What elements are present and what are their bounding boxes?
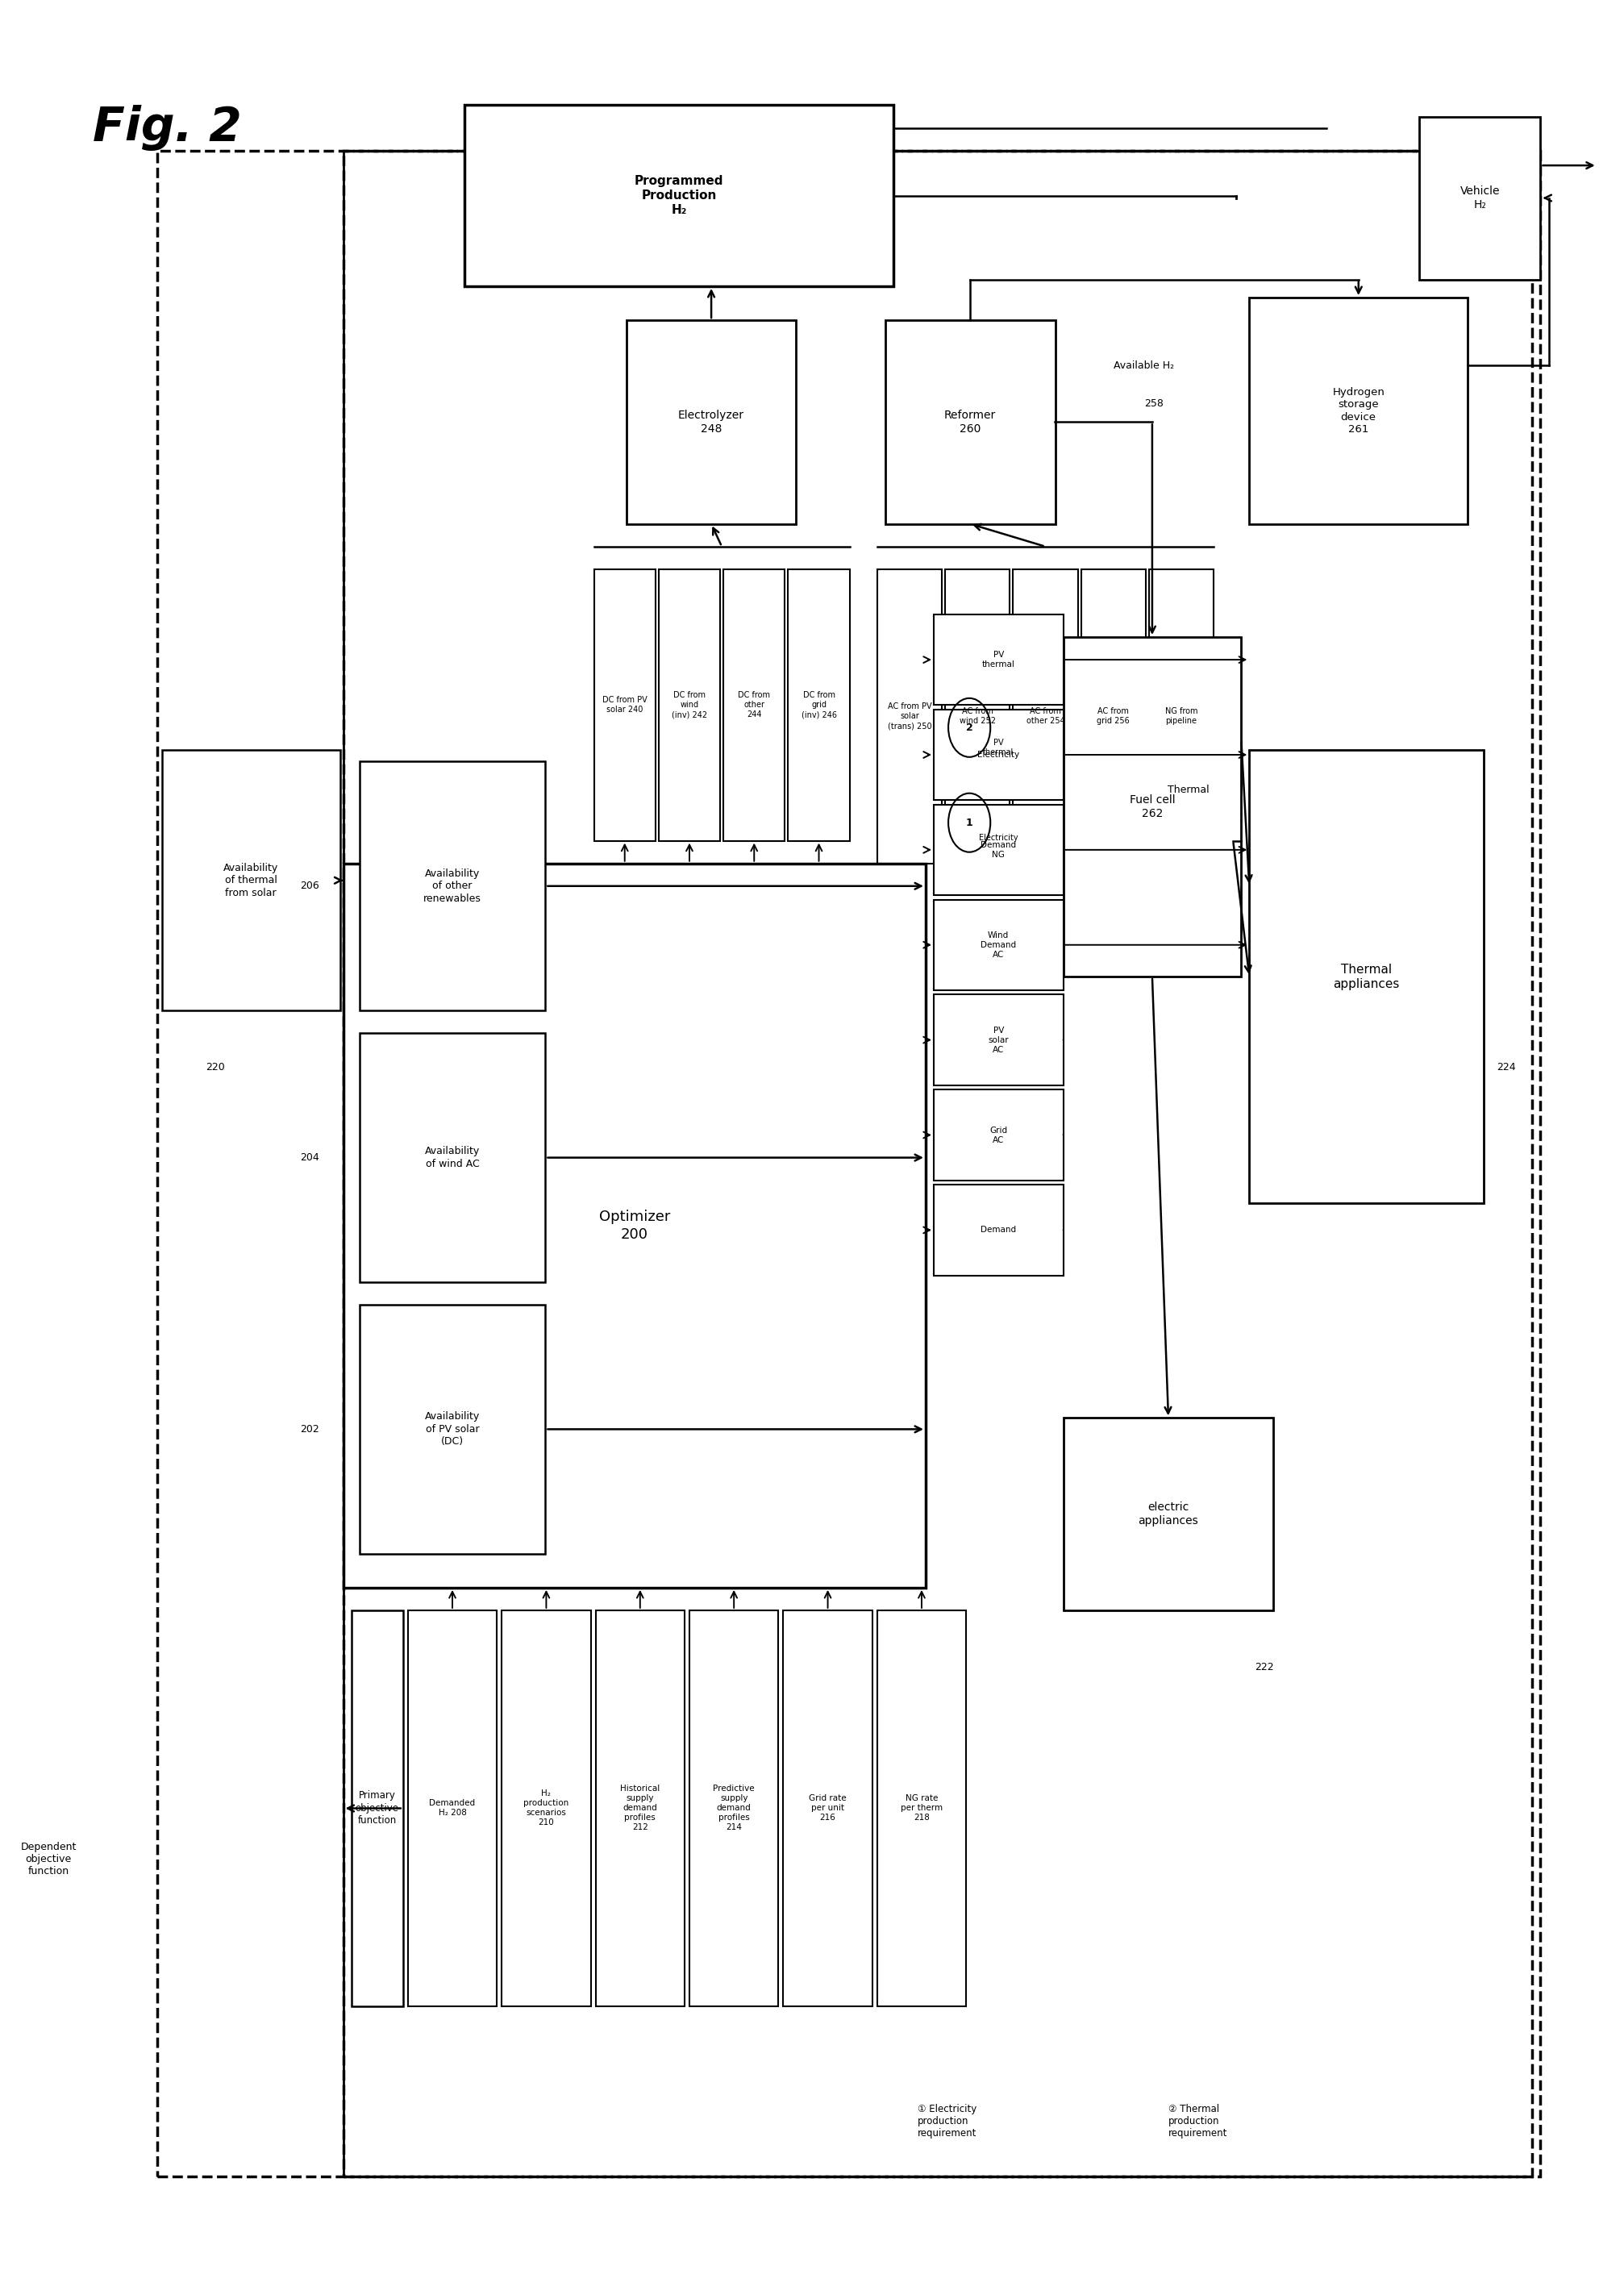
- Text: Dependent
objective
function: Dependent objective function: [21, 1841, 76, 1877]
- Text: Availability
of other
renewables: Availability of other renewables: [424, 869, 481, 903]
- Text: Demand: Demand: [981, 1226, 1015, 1235]
- Text: Wind
Demand
AC: Wind Demand AC: [981, 931, 1015, 958]
- Bar: [934, 711, 1062, 799]
- Text: AC from PV
solar
(trans) 250: AC from PV solar (trans) 250: [887, 704, 931, 731]
- Text: Vehicle
H₂: Vehicle H₂: [1460, 186, 1499, 211]
- Text: 206: 206: [299, 881, 318, 892]
- Text: Available H₂: Available H₂: [1114, 361, 1174, 370]
- Bar: [945, 570, 1009, 863]
- Bar: [594, 570, 654, 840]
- Bar: [1062, 1419, 1273, 1609]
- Text: Primary
objective
function: Primary objective function: [356, 1791, 400, 1825]
- Bar: [1062, 638, 1241, 976]
- Text: Availability
of thermal
from solar: Availability of thermal from solar: [222, 863, 278, 899]
- Text: AC from
other 254: AC from other 254: [1026, 708, 1064, 724]
- Text: Reformer
260: Reformer 260: [944, 409, 996, 434]
- Text: Thermal: Thermal: [1166, 785, 1208, 794]
- Text: NG from
pipeline: NG from pipeline: [1164, 708, 1197, 724]
- Bar: [689, 1609, 778, 2007]
- Bar: [343, 150, 1531, 2177]
- Text: 202: 202: [299, 1423, 318, 1435]
- Text: electric
appliances: electric appliances: [1138, 1503, 1199, 1525]
- Text: Demand
NG: Demand NG: [981, 840, 1015, 858]
- Bar: [877, 570, 942, 863]
- Text: 222: 222: [1254, 1662, 1273, 1673]
- Bar: [359, 760, 546, 1010]
- Bar: [934, 615, 1062, 706]
- Text: 220: 220: [206, 1062, 224, 1071]
- Text: 1: 1: [965, 817, 973, 829]
- Text: NG rate
per therm
218: NG rate per therm 218: [900, 1796, 942, 1823]
- Bar: [596, 1609, 684, 2007]
- Text: DC from
grid
(inv) 246: DC from grid (inv) 246: [801, 692, 836, 720]
- Text: DC from
other
244: DC from other 244: [737, 692, 770, 720]
- Text: Predictive
supply
demand
profiles
214: Predictive supply demand profiles 214: [713, 1784, 755, 1832]
- Bar: [343, 863, 926, 1587]
- Bar: [934, 1090, 1062, 1180]
- Bar: [934, 804, 1062, 894]
- Bar: [934, 1185, 1062, 1276]
- Text: Fig. 2: Fig. 2: [93, 104, 242, 152]
- Text: PV
thermal: PV thermal: [983, 740, 1013, 756]
- Bar: [788, 570, 849, 840]
- Bar: [934, 899, 1062, 990]
- Text: AC from
grid 256: AC from grid 256: [1096, 708, 1129, 724]
- Text: Demanded
H₂ 208: Demanded H₂ 208: [429, 1800, 476, 1818]
- Bar: [885, 320, 1054, 524]
- Bar: [723, 570, 784, 840]
- Bar: [158, 150, 1540, 2177]
- Bar: [1080, 570, 1145, 863]
- Text: Historical
supply
demand
profiles
212: Historical supply demand profiles 212: [620, 1784, 659, 1832]
- Text: Grid rate
per unit
216: Grid rate per unit 216: [809, 1796, 846, 1823]
- Text: DC from
wind
(inv) 242: DC from wind (inv) 242: [671, 692, 706, 720]
- Bar: [934, 994, 1062, 1085]
- Text: DC from PV
solar 240: DC from PV solar 240: [603, 697, 646, 713]
- Text: 204: 204: [299, 1153, 318, 1162]
- Bar: [1418, 116, 1540, 279]
- Bar: [464, 104, 893, 286]
- Bar: [1249, 751, 1483, 1203]
- Text: Electricity: Electricity: [978, 833, 1018, 842]
- Bar: [502, 1609, 591, 2007]
- Text: ① Electricity
production
requirement: ① Electricity production requirement: [918, 2104, 976, 2138]
- Text: 258: 258: [1143, 400, 1163, 409]
- Bar: [783, 1609, 872, 2007]
- Bar: [408, 1609, 497, 2007]
- Text: Hydrogen
storage
device
261: Hydrogen storage device 261: [1332, 386, 1384, 436]
- Bar: [877, 1609, 966, 2007]
- Text: PV
thermal: PV thermal: [981, 651, 1015, 670]
- Text: Optimizer
200: Optimizer 200: [599, 1210, 669, 1242]
- Bar: [1249, 297, 1466, 524]
- Text: AC from
wind 252: AC from wind 252: [958, 708, 996, 724]
- Bar: [162, 751, 339, 1010]
- Text: Availability
of PV solar
(DC): Availability of PV solar (DC): [424, 1412, 479, 1446]
- Text: Electricity: Electricity: [978, 751, 1018, 758]
- Bar: [658, 570, 719, 840]
- Bar: [1148, 570, 1213, 863]
- Text: Grid
AC: Grid AC: [989, 1126, 1007, 1144]
- Text: Programmed
Production
H₂: Programmed Production H₂: [633, 175, 723, 216]
- Text: PV
solar
AC: PV solar AC: [987, 1026, 1009, 1053]
- Text: 2: 2: [965, 722, 973, 733]
- Text: Thermal
appliances: Thermal appliances: [1333, 962, 1400, 990]
- Bar: [359, 1305, 546, 1553]
- Text: Availability
of wind AC: Availability of wind AC: [424, 1146, 479, 1169]
- Text: 224: 224: [1496, 1062, 1515, 1071]
- Text: H₂
production
scenarios
210: H₂ production scenarios 210: [523, 1789, 568, 1827]
- Text: ② Thermal
production
requirement: ② Thermal production requirement: [1168, 2104, 1228, 2138]
- Bar: [351, 1609, 403, 2007]
- Bar: [1012, 570, 1077, 863]
- Bar: [625, 320, 796, 524]
- Text: Electrolyzer
248: Electrolyzer 248: [677, 409, 744, 434]
- Text: Fuel cell
262: Fuel cell 262: [1129, 794, 1174, 819]
- Bar: [359, 1033, 546, 1283]
